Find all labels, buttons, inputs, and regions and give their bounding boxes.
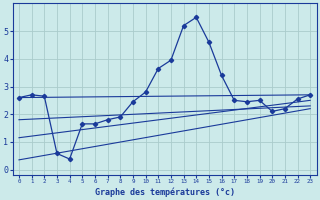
- X-axis label: Graphe des températures (°c): Graphe des températures (°c): [95, 187, 235, 197]
